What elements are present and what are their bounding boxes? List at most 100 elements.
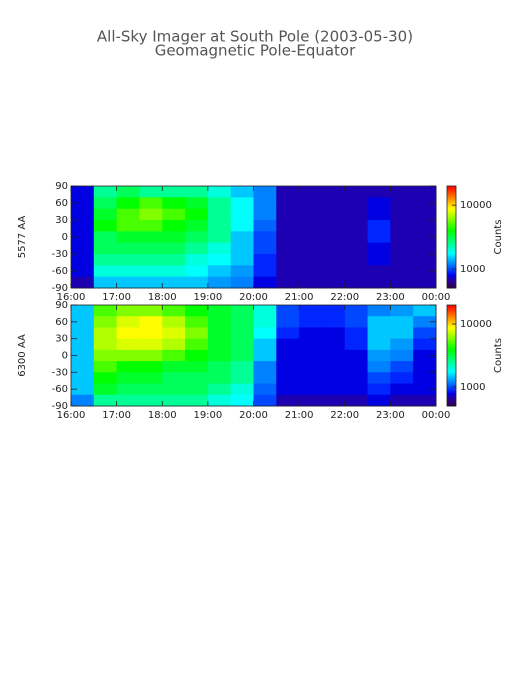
colorbar-step bbox=[447, 235, 456, 238]
heatmap-cell bbox=[321, 327, 346, 340]
heatmap-cell bbox=[390, 265, 414, 278]
heatmap-cell bbox=[321, 265, 346, 278]
heatmap-cell bbox=[116, 361, 140, 373]
heatmap-cell bbox=[71, 305, 95, 317]
heatmap-cell bbox=[344, 254, 369, 266]
heatmap-cell bbox=[253, 394, 277, 407]
heatmap-cell bbox=[299, 197, 323, 210]
heatmap-cell bbox=[230, 372, 254, 385]
colorbar-step bbox=[447, 331, 456, 335]
colorbar-step bbox=[447, 186, 456, 189]
heatmap-cell bbox=[207, 220, 232, 232]
heatmap-cell bbox=[139, 208, 163, 221]
colorbar-step bbox=[447, 203, 456, 206]
heatmap-cell bbox=[207, 338, 232, 351]
heatmap-cell bbox=[93, 316, 118, 328]
heatmap-cell bbox=[162, 316, 186, 328]
heatmap-cell bbox=[276, 208, 300, 221]
heatmap-cell bbox=[344, 305, 369, 317]
heatmap-cell bbox=[344, 394, 369, 407]
heatmap-cell bbox=[253, 316, 277, 328]
heatmap-cell bbox=[276, 372, 300, 385]
heatmap-cell bbox=[139, 197, 163, 210]
heatmap-cell bbox=[185, 327, 209, 340]
x-tick-label: 00:00 bbox=[422, 410, 451, 421]
colorbar-step bbox=[447, 315, 456, 318]
y-tick-label: -90 bbox=[52, 401, 68, 412]
colorbar-step bbox=[447, 257, 456, 260]
heatmap-cell bbox=[93, 197, 118, 210]
heatmap-cell bbox=[413, 254, 437, 266]
heatmap-cell bbox=[162, 349, 186, 362]
colorbar-step bbox=[447, 213, 456, 216]
colorbar-step bbox=[447, 194, 456, 197]
colorbar-step bbox=[447, 248, 456, 252]
heatmap-cell bbox=[276, 349, 300, 362]
heatmap-cell bbox=[93, 265, 118, 278]
colorbar-step bbox=[447, 265, 456, 269]
heatmap-cell bbox=[321, 316, 346, 328]
heatmap-cell bbox=[413, 242, 437, 255]
heatmap-cell bbox=[230, 197, 254, 210]
heatmap-cell bbox=[185, 208, 209, 221]
heatmap-cell bbox=[93, 372, 118, 385]
colorbar-step bbox=[447, 353, 456, 356]
heatmap-cell bbox=[390, 186, 414, 198]
heatmap-cell bbox=[71, 372, 95, 385]
y-axis-label: 5577 AA bbox=[17, 216, 28, 259]
heatmap-cell bbox=[367, 276, 391, 289]
heatmap-cell bbox=[367, 338, 391, 351]
heatmap-cell bbox=[207, 265, 232, 278]
heatmap-cell bbox=[230, 242, 254, 255]
heatmap-cell bbox=[390, 276, 414, 289]
colorbar-step bbox=[447, 237, 456, 240]
heatmap-cell bbox=[276, 265, 300, 278]
heatmap-cell bbox=[162, 265, 186, 278]
heatmap-cell bbox=[185, 276, 209, 289]
colorbar-step bbox=[447, 375, 456, 378]
heatmap-cell bbox=[207, 316, 232, 328]
colorbar-tick-label: 1000 bbox=[460, 264, 485, 275]
heatmap-cell bbox=[93, 186, 118, 198]
colorbar-step bbox=[447, 338, 456, 341]
colorbar-label: Counts bbox=[493, 338, 504, 373]
heatmap-cell bbox=[344, 316, 369, 328]
colorbar-tick-label: 10000 bbox=[460, 200, 492, 211]
heatmap-cell bbox=[139, 394, 163, 407]
heatmap-cell bbox=[139, 186, 163, 198]
heatmap-cell bbox=[344, 186, 369, 198]
heatmap-cell bbox=[344, 231, 369, 244]
heatmap-cell bbox=[390, 349, 414, 362]
heatmap-cell bbox=[321, 372, 346, 385]
colorbar-step bbox=[447, 390, 456, 394]
colorbar-step bbox=[447, 340, 456, 343]
heatmap-cell bbox=[390, 197, 414, 210]
heatmap-cell bbox=[207, 361, 232, 373]
heatmap-cell bbox=[116, 265, 140, 278]
heatmap-cell bbox=[390, 305, 414, 317]
heatmap-cell bbox=[276, 254, 300, 266]
colorbar-step bbox=[447, 305, 456, 308]
colorbar-step bbox=[447, 347, 456, 350]
heatmap-cell bbox=[207, 254, 232, 266]
heatmap-cell bbox=[367, 327, 391, 340]
y-tick-label: -30 bbox=[52, 249, 68, 260]
heatmap-cell bbox=[185, 338, 209, 351]
heatmap-cell bbox=[71, 361, 95, 373]
heatmap-cell bbox=[390, 394, 414, 407]
heatmap-cell bbox=[230, 316, 254, 328]
heatmap-cell bbox=[185, 242, 209, 255]
heatmap-cell bbox=[71, 220, 95, 232]
heatmap-cell bbox=[116, 383, 140, 396]
heatmap-cell bbox=[162, 197, 186, 210]
x-tick-label: 18:00 bbox=[148, 410, 177, 421]
colorbar-step bbox=[447, 230, 456, 233]
heatmap-cell bbox=[321, 305, 346, 317]
heatmap-cell bbox=[162, 254, 186, 266]
heatmap-cell bbox=[139, 361, 163, 373]
heatmap-cell bbox=[390, 316, 414, 328]
heatmap-cell bbox=[71, 349, 95, 362]
heatmap-cell bbox=[93, 349, 118, 362]
colorbar-step bbox=[447, 218, 456, 221]
heatmap-cell bbox=[299, 208, 323, 221]
